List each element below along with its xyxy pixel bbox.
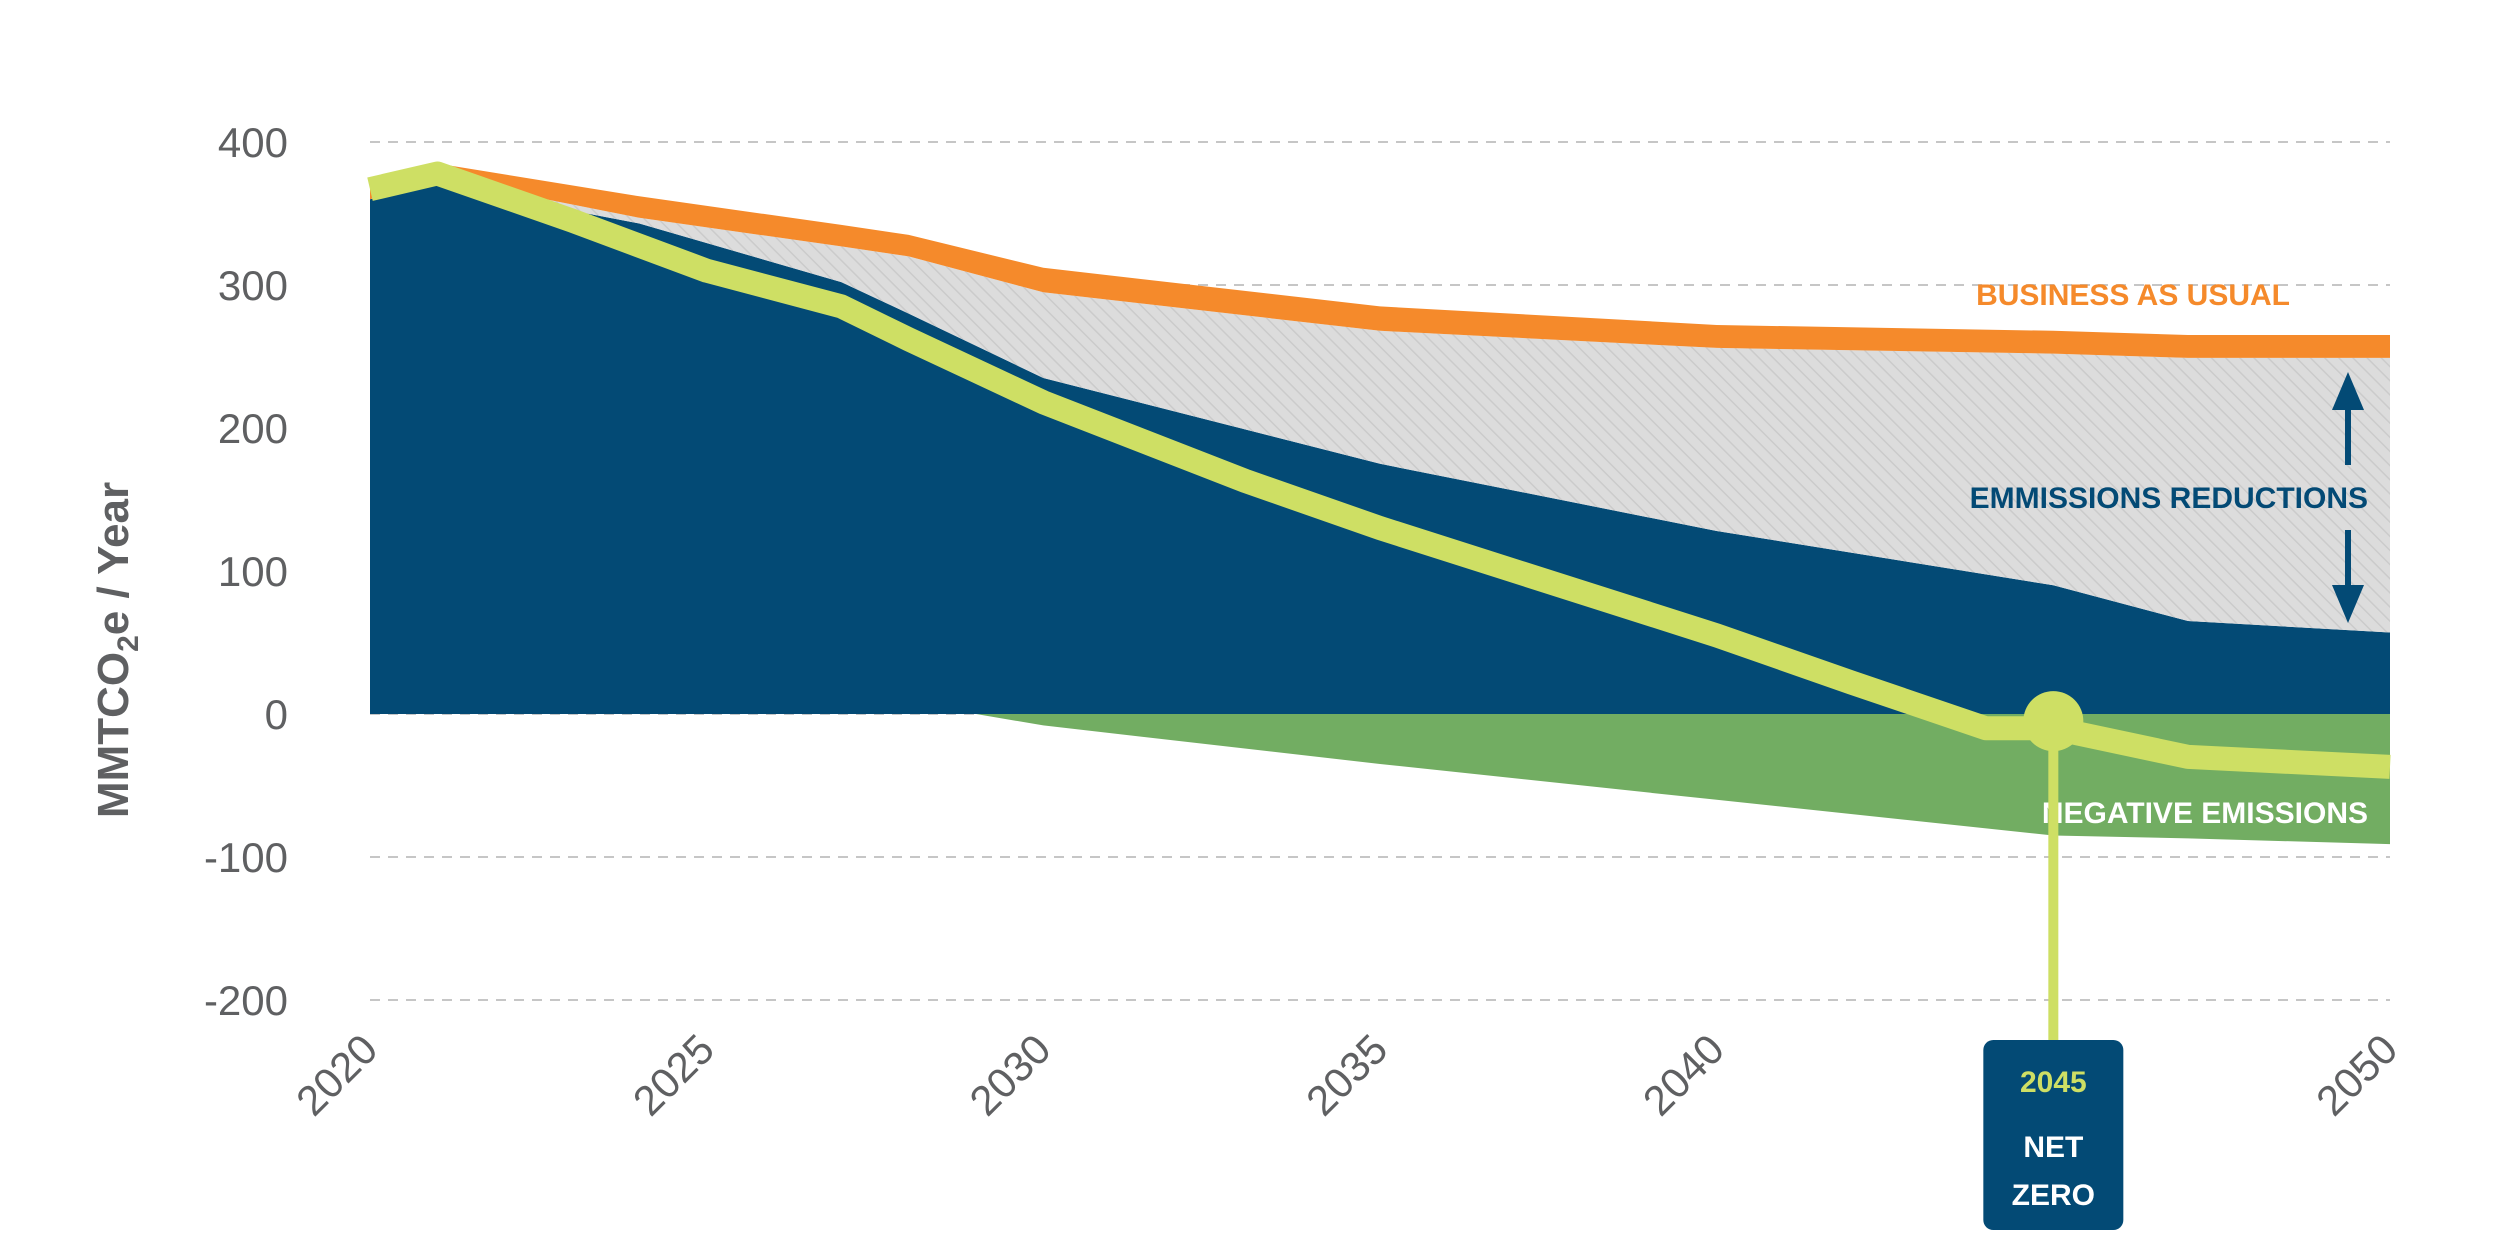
y-tick-label: 300 bbox=[218, 262, 288, 309]
y-tick-label: 0 bbox=[265, 691, 288, 738]
x-tick-label: 2035 bbox=[1297, 1025, 1396, 1124]
bau-label: BUSINESS AS USUAL bbox=[1976, 279, 2290, 312]
y-tick-label: -100 bbox=[204, 834, 288, 881]
y-tick-label: 400 bbox=[218, 119, 288, 166]
x-tick-label: 2050 bbox=[2307, 1025, 2406, 1124]
net-zero-box bbox=[1983, 1040, 2124, 1230]
y-axis-label: MMTCO2e / Year bbox=[89, 482, 145, 818]
net-zero-line1: NET bbox=[2023, 1131, 2083, 1164]
reductions-arrow bbox=[2332, 372, 2364, 623]
net-zero-line2: ZERO bbox=[2012, 1179, 2095, 1212]
x-tick-label: 2025 bbox=[624, 1025, 723, 1124]
x-tick-label: 2020 bbox=[287, 1025, 386, 1124]
reductions-label: EMMISSIONS REDUCTIONS bbox=[1970, 482, 2368, 515]
net-zero-marker: 2045 NET ZERO bbox=[1983, 691, 2124, 1230]
y-axis-ticks: 400 300 200 100 0 -100 -200 bbox=[204, 119, 288, 1024]
reductions-area bbox=[370, 177, 2390, 633]
x-tick-label: 2030 bbox=[960, 1025, 1059, 1124]
y-tick-label: 200 bbox=[218, 405, 288, 452]
negative-emissions-area bbox=[370, 714, 2390, 845]
negative-emissions-label: NEGATIVE EMISSIONS bbox=[2042, 797, 2368, 830]
net-zero-dot bbox=[2023, 691, 2084, 752]
net-zero-year: 2045 bbox=[2020, 1066, 2087, 1099]
y-tick-label: 100 bbox=[218, 548, 288, 595]
y-tick-label: -200 bbox=[204, 977, 288, 1024]
x-tick-label: 2040 bbox=[1634, 1025, 1733, 1124]
business-as-usual-area bbox=[370, 163, 2390, 358]
